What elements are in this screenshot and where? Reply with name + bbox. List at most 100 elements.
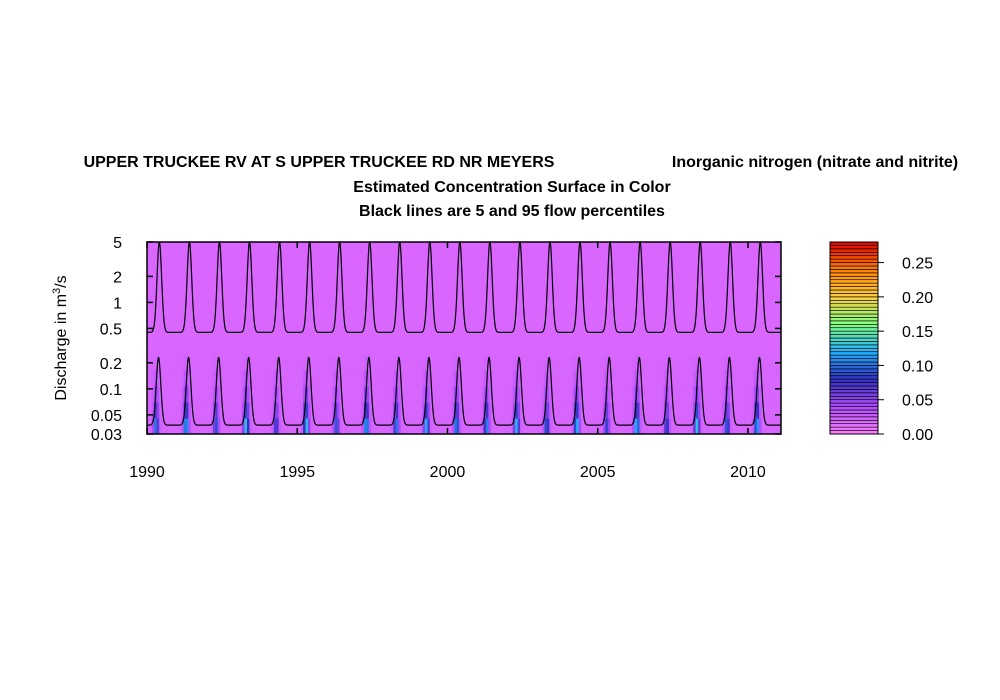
surface-cell xyxy=(754,242,758,259)
surface-cell xyxy=(554,402,558,419)
surface-cell xyxy=(668,290,672,307)
surface-cell xyxy=(776,322,780,339)
surface-cell xyxy=(642,386,646,403)
surface-cell xyxy=(354,274,358,291)
surface-cell xyxy=(305,258,309,275)
surface-cell xyxy=(778,418,781,434)
surface-cell xyxy=(227,386,231,403)
surface-cell xyxy=(376,242,380,259)
surface-cell xyxy=(227,322,231,339)
surface-cell xyxy=(559,418,563,434)
surface-cell xyxy=(225,418,229,434)
surface-cell xyxy=(451,274,455,291)
surface-cell xyxy=(598,322,602,339)
surface-cell xyxy=(622,338,626,355)
surface-cell xyxy=(249,354,253,371)
surface-cell xyxy=(222,354,226,371)
surface-cell xyxy=(290,402,294,419)
surface-cell xyxy=(620,242,624,259)
surface-cell xyxy=(693,354,697,371)
surface-cell xyxy=(495,274,499,291)
surface-cell xyxy=(561,354,565,371)
surface-cell xyxy=(517,290,521,307)
surface-cell xyxy=(207,290,211,307)
surface-cell xyxy=(563,258,568,275)
surface-cell xyxy=(464,402,468,419)
surface-cell xyxy=(632,242,636,259)
surface-cell xyxy=(707,242,711,259)
surface-cell xyxy=(466,386,470,403)
surface-cell xyxy=(656,418,660,434)
surface-cell xyxy=(198,242,202,259)
surface-cell xyxy=(212,370,216,387)
surface-cell xyxy=(537,290,541,307)
surface-cell xyxy=(395,402,399,419)
colorbar: 0.000.050.100.150.200.25 xyxy=(829,241,933,444)
surface-cell xyxy=(451,370,455,387)
surface-cell xyxy=(646,354,650,371)
surface-cell xyxy=(632,418,636,434)
surface-cell xyxy=(566,402,570,419)
surface-cell xyxy=(495,402,499,419)
surface-cell xyxy=(422,306,426,323)
surface-cell xyxy=(259,370,263,387)
surface-cell xyxy=(588,354,592,371)
y-tick-label: 0.03 xyxy=(91,427,122,444)
surface-cell xyxy=(754,370,758,387)
surface-cell xyxy=(595,322,599,339)
surface-cell xyxy=(378,242,382,259)
surface-cell xyxy=(698,306,702,323)
surface-cell xyxy=(512,370,516,387)
surface-cell xyxy=(244,418,248,434)
surface-cell xyxy=(724,258,728,275)
surface-cell xyxy=(420,386,424,403)
surface-cell xyxy=(649,242,653,259)
surface-cell xyxy=(503,274,507,291)
surface-cell xyxy=(756,306,760,323)
surface-cell xyxy=(222,242,226,259)
surface-cell xyxy=(246,258,251,275)
surface-cell xyxy=(622,370,626,387)
surface-cell xyxy=(156,306,160,323)
surface-cell xyxy=(568,322,572,339)
surface-cell xyxy=(537,354,541,371)
surface-cell xyxy=(200,242,204,259)
surface-cell xyxy=(385,370,390,387)
surface-cell xyxy=(571,370,575,387)
surface-cell xyxy=(434,290,438,307)
surface-cell xyxy=(354,418,358,434)
surface-cell xyxy=(739,370,743,387)
colorbar-band xyxy=(829,296,879,301)
surface-cell xyxy=(432,290,436,307)
surface-cell xyxy=(178,322,182,339)
surface-cell xyxy=(300,242,304,259)
surface-cell xyxy=(293,402,297,419)
surface-cell xyxy=(176,338,180,355)
colorbar-frame xyxy=(829,241,879,435)
surface-cell xyxy=(702,354,707,371)
surface-cell xyxy=(456,322,460,339)
surface-cell xyxy=(303,354,307,371)
surface-cell xyxy=(551,258,555,275)
surface-cell xyxy=(546,274,550,291)
surface-cell xyxy=(539,418,543,434)
surface-cell xyxy=(271,402,275,419)
surface-cell xyxy=(715,354,719,371)
surface-cell xyxy=(261,322,265,339)
surface-cell xyxy=(181,418,185,434)
surface-cell xyxy=(412,370,416,387)
surface-cell xyxy=(632,386,636,403)
surface-cell xyxy=(766,402,770,419)
surface-cell xyxy=(707,258,711,275)
surface-cell xyxy=(466,338,470,355)
surface-cell xyxy=(578,402,582,419)
surface-cell xyxy=(620,386,624,403)
surface-cell xyxy=(681,418,685,434)
surface-cell xyxy=(556,386,560,403)
surface-cell xyxy=(695,354,699,371)
surface-cell xyxy=(471,402,475,419)
surface-cell xyxy=(466,290,470,307)
surface-cell xyxy=(237,322,241,339)
surface-cell xyxy=(212,386,216,403)
